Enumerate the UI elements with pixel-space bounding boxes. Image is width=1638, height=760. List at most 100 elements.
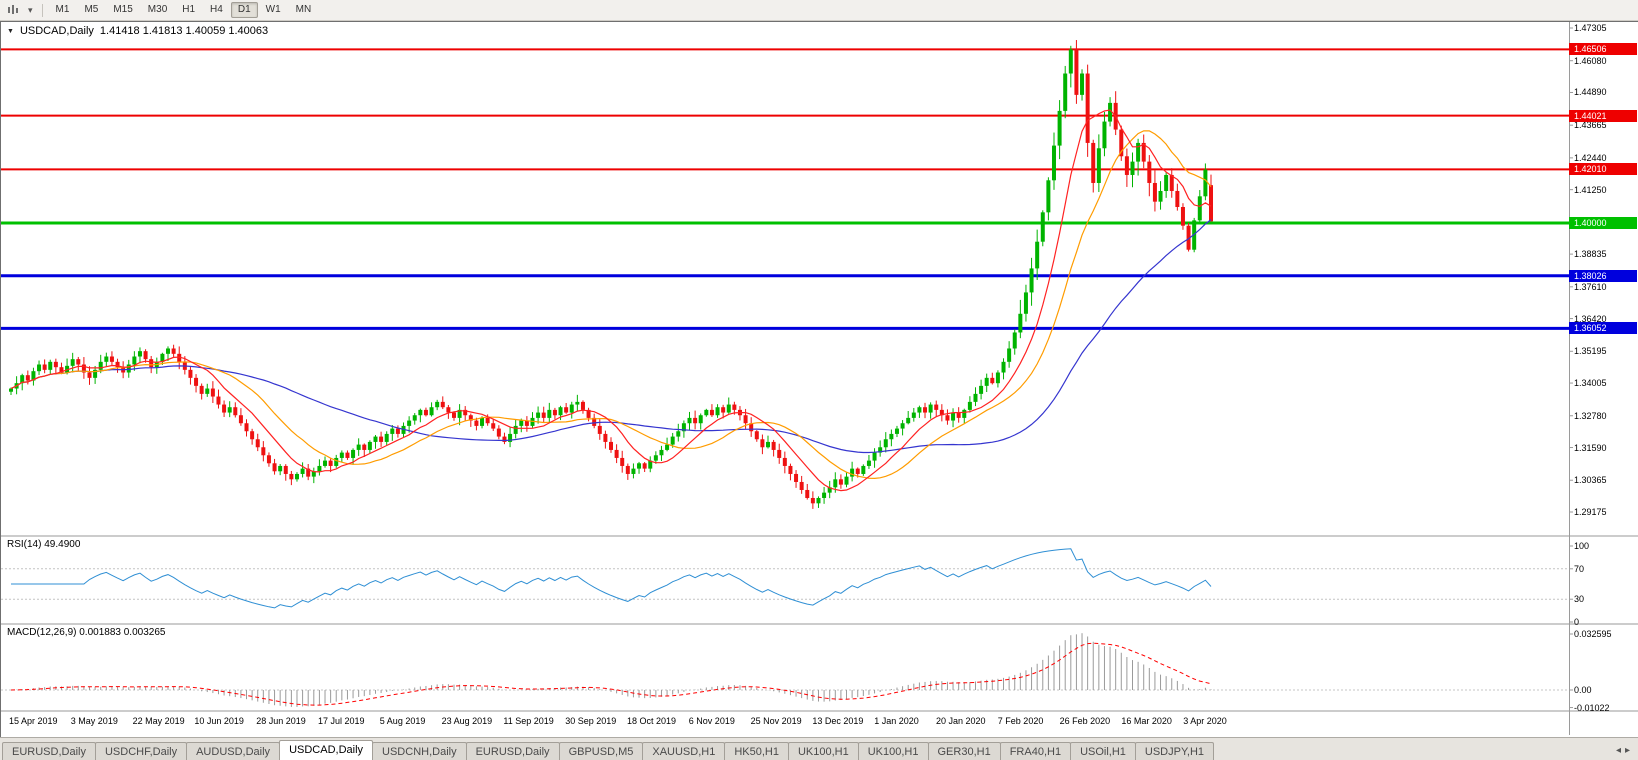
tab-usdcad-daily[interactable]: USDCAD,Daily bbox=[279, 740, 374, 760]
rsi-indicator-label: RSI(14) 49.4900 bbox=[7, 539, 81, 550]
macd-signal-line bbox=[10, 642, 1212, 706]
date-axis-label: 11 Sep 2019 bbox=[503, 716, 554, 726]
timeframe-mn-button[interactable]: MN bbox=[295, 4, 312, 15]
timeframe-m30-button[interactable]: M30 bbox=[147, 4, 168, 15]
price-axis-label: 1.35195 bbox=[1574, 346, 1607, 357]
price-axis-label: 1.30365 bbox=[1574, 475, 1607, 486]
ohlc-values: 1.41418 1.41813 1.40059 1.40063 bbox=[99, 25, 269, 37]
tab-fra40-h1[interactable]: FRA40,H1 bbox=[999, 742, 1072, 760]
tab-scroll-controls: ◂ ▸ bbox=[1608, 745, 1638, 760]
price-axis[interactable]: 1.47305 1.46080 1.44890 1.43665 1.42440 1.412… bbox=[1569, 22, 1638, 737]
toolbar-dropdown-caret-icon[interactable]: ▾ bbox=[28, 4, 33, 15]
rsi-level-label: 30 bbox=[1574, 594, 1585, 605]
price-axis-label: 1.46080 bbox=[1574, 55, 1607, 66]
tab-usoil-h1[interactable]: USOil,H1 bbox=[1070, 742, 1136, 760]
tabs-scroll-right-icon[interactable]: ▸ bbox=[1624, 745, 1630, 756]
date-axis-label: 13 Dec 2019 bbox=[812, 716, 864, 726]
ma-medium-line bbox=[10, 130, 1212, 480]
tab-usdchf-daily[interactable]: USDCHF,Daily bbox=[94, 742, 188, 760]
price-axis-label: 1.32780 bbox=[1574, 410, 1607, 421]
panel-separators bbox=[1, 22, 1638, 735]
price-axis-label: 1.42440 bbox=[1574, 152, 1607, 163]
rsi-level-label: 100 bbox=[1574, 541, 1590, 551]
price-line-tag[interactable]: 1.46506 bbox=[1569, 43, 1637, 56]
timeframe-m15-button[interactable]: M15 bbox=[113, 4, 133, 15]
date-axis-label: 6 Nov 2019 bbox=[688, 716, 735, 726]
price-axis-label: 1.31590 bbox=[1574, 442, 1607, 453]
price-axis-label: 1.37610 bbox=[1574, 281, 1607, 292]
price-axis-label: 1.47305 bbox=[1574, 23, 1607, 33]
price-axis-label: 1.36420 bbox=[1574, 313, 1607, 324]
date-axis-label: 15 Apr 2019 bbox=[9, 716, 58, 726]
tab-ger30-h1[interactable]: GER30,H1 bbox=[927, 742, 1001, 760]
price-axis-label: 1.38835 bbox=[1574, 249, 1607, 260]
timeframe-d1-button[interactable]: D1 bbox=[230, 2, 258, 18]
date-axis-label: 20 Jan 2020 bbox=[936, 716, 986, 726]
date-axis-label: 1 Jan 2020 bbox=[874, 716, 919, 726]
date-axis-label: 18 Oct 2019 bbox=[627, 716, 677, 726]
timeframe-h1-button[interactable]: H1 bbox=[182, 4, 196, 15]
price-chart-canvas[interactable] bbox=[1, 22, 1638, 737]
chart-tabs: EURUSD,Daily USDCHF,Daily AUDUSD,Daily USDC… bbox=[0, 738, 1215, 760]
price-line-tag[interactable]: 1.44021 bbox=[1569, 109, 1637, 122]
date-axis-label: 3 Apr 2020 bbox=[1183, 716, 1227, 726]
macd-level-label: 0.00 bbox=[1574, 685, 1592, 695]
tab-uk100-h1[interactable]: UK100,H1 bbox=[787, 742, 859, 760]
rsi-level-label: 70 bbox=[1574, 563, 1585, 574]
chart-window: ▼ USDCAD,Daily 1.41418 1.41813 1.40059 1… bbox=[0, 21, 1638, 738]
rsi-line bbox=[11, 548, 1212, 609]
chart-tabs-bar: EURUSD,Daily USDCHF,Daily AUDUSD,Daily USDC… bbox=[0, 737, 1638, 760]
date-axis-label: 5 Aug 2019 bbox=[379, 716, 426, 726]
price-line-tag[interactable]: 1.38026 bbox=[1569, 269, 1637, 282]
tab-xauusd-h1[interactable]: XAUUSD,H1 bbox=[642, 742, 726, 760]
date-axis-label: 25 Nov 2019 bbox=[750, 716, 802, 726]
price-axis-label: 1.44890 bbox=[1574, 87, 1607, 98]
date-axis-label: 26 Feb 2020 bbox=[1059, 716, 1111, 726]
ma-fast-line bbox=[10, 109, 1212, 492]
tab-eurusd-daily[interactable]: EURUSD,Daily bbox=[465, 742, 560, 760]
date-axis-label: 22 May 2019 bbox=[132, 716, 185, 726]
macd-indicator-label: MACD(12,26,9) 0.001883 0.003265 bbox=[7, 627, 166, 638]
date-axis-label: 7 Feb 2020 bbox=[997, 716, 1044, 726]
timeframe-m5-button[interactable]: M5 bbox=[84, 4, 99, 15]
chart-title: ▼ USDCAD,Daily 1.41418 1.41813 1.40059 1… bbox=[7, 25, 268, 37]
date-axis-label: 16 Mar 2020 bbox=[1121, 716, 1172, 726]
tab-usdcnh-daily[interactable]: USDCNH,Daily bbox=[372, 742, 467, 760]
price-axis-label: 1.41250 bbox=[1574, 184, 1607, 195]
rsi-level-label: 0 bbox=[1574, 617, 1580, 627]
mini-bars-icon bbox=[8, 5, 18, 14]
tab-usdjpy-h1[interactable]: USDJPY,H1 bbox=[1134, 742, 1215, 760]
ma-slow-line bbox=[10, 219, 1212, 454]
toolbar-separator bbox=[41, 3, 43, 17]
indicator-gridlines bbox=[1, 568, 1569, 691]
tabs-scroll-left-icon[interactable]: ◂ bbox=[1615, 745, 1621, 756]
tab-gbpusd-m5[interactable]: GBPUSD,M5 bbox=[558, 742, 644, 760]
candles-layer bbox=[9, 40, 1213, 509]
date-axis-label: 10 Jun 2019 bbox=[194, 716, 244, 726]
chart-periodicity-icon[interactable] bbox=[4, 3, 24, 17]
timeframe-h4-button[interactable]: H4 bbox=[210, 4, 223, 15]
timeframe-w1-button[interactable]: W1 bbox=[265, 4, 281, 15]
date-axis-label: 30 Sep 2019 bbox=[565, 716, 617, 726]
tab-uk100-h1[interactable]: UK100,H1 bbox=[857, 742, 929, 760]
tab-hk50-h1[interactable]: HK50,H1 bbox=[724, 742, 789, 760]
timeframe-toolbar: ▾ M1 M5 M15 M30 H1 H4 D1 W1 MN bbox=[0, 0, 1638, 21]
date-axis-label: 17 Jul 2019 bbox=[318, 716, 365, 726]
price-line-tag[interactable]: 1.36052 bbox=[1569, 322, 1637, 335]
tab-audusd-daily[interactable]: AUDUSD,Daily bbox=[186, 742, 281, 760]
date-axis-label: 3 May 2019 bbox=[70, 716, 118, 726]
date-axis[interactable]: 15 Apr 2019 3 May 2019 22 May 2019 10 Jun 2… bbox=[1, 714, 1569, 734]
price-axis-label: 1.34005 bbox=[1574, 378, 1607, 389]
macd-level-label: -0.01022 bbox=[1574, 702, 1610, 713]
timeframe-buttons: M1 M5 M15 M30 H1 H4 D1 W1 MN bbox=[49, 2, 319, 18]
price-line-tag[interactable]: 1.42010 bbox=[1569, 163, 1637, 176]
date-axis-label: 23 Aug 2019 bbox=[441, 716, 493, 726]
timeframe-m1-button[interactable]: M1 bbox=[55, 4, 70, 15]
horizontal-lines-layer bbox=[1, 48, 1569, 330]
macd-level-label: 0.032595 bbox=[1574, 629, 1612, 639]
symbol-period-label: USDCAD,Daily bbox=[19, 25, 94, 37]
price-line-tag[interactable]: 1.40000 bbox=[1569, 217, 1637, 229]
collapse-triangle-icon[interactable]: ▼ bbox=[7, 27, 14, 35]
tab-eurusd-daily[interactable]: EURUSD,Daily bbox=[2, 742, 96, 760]
